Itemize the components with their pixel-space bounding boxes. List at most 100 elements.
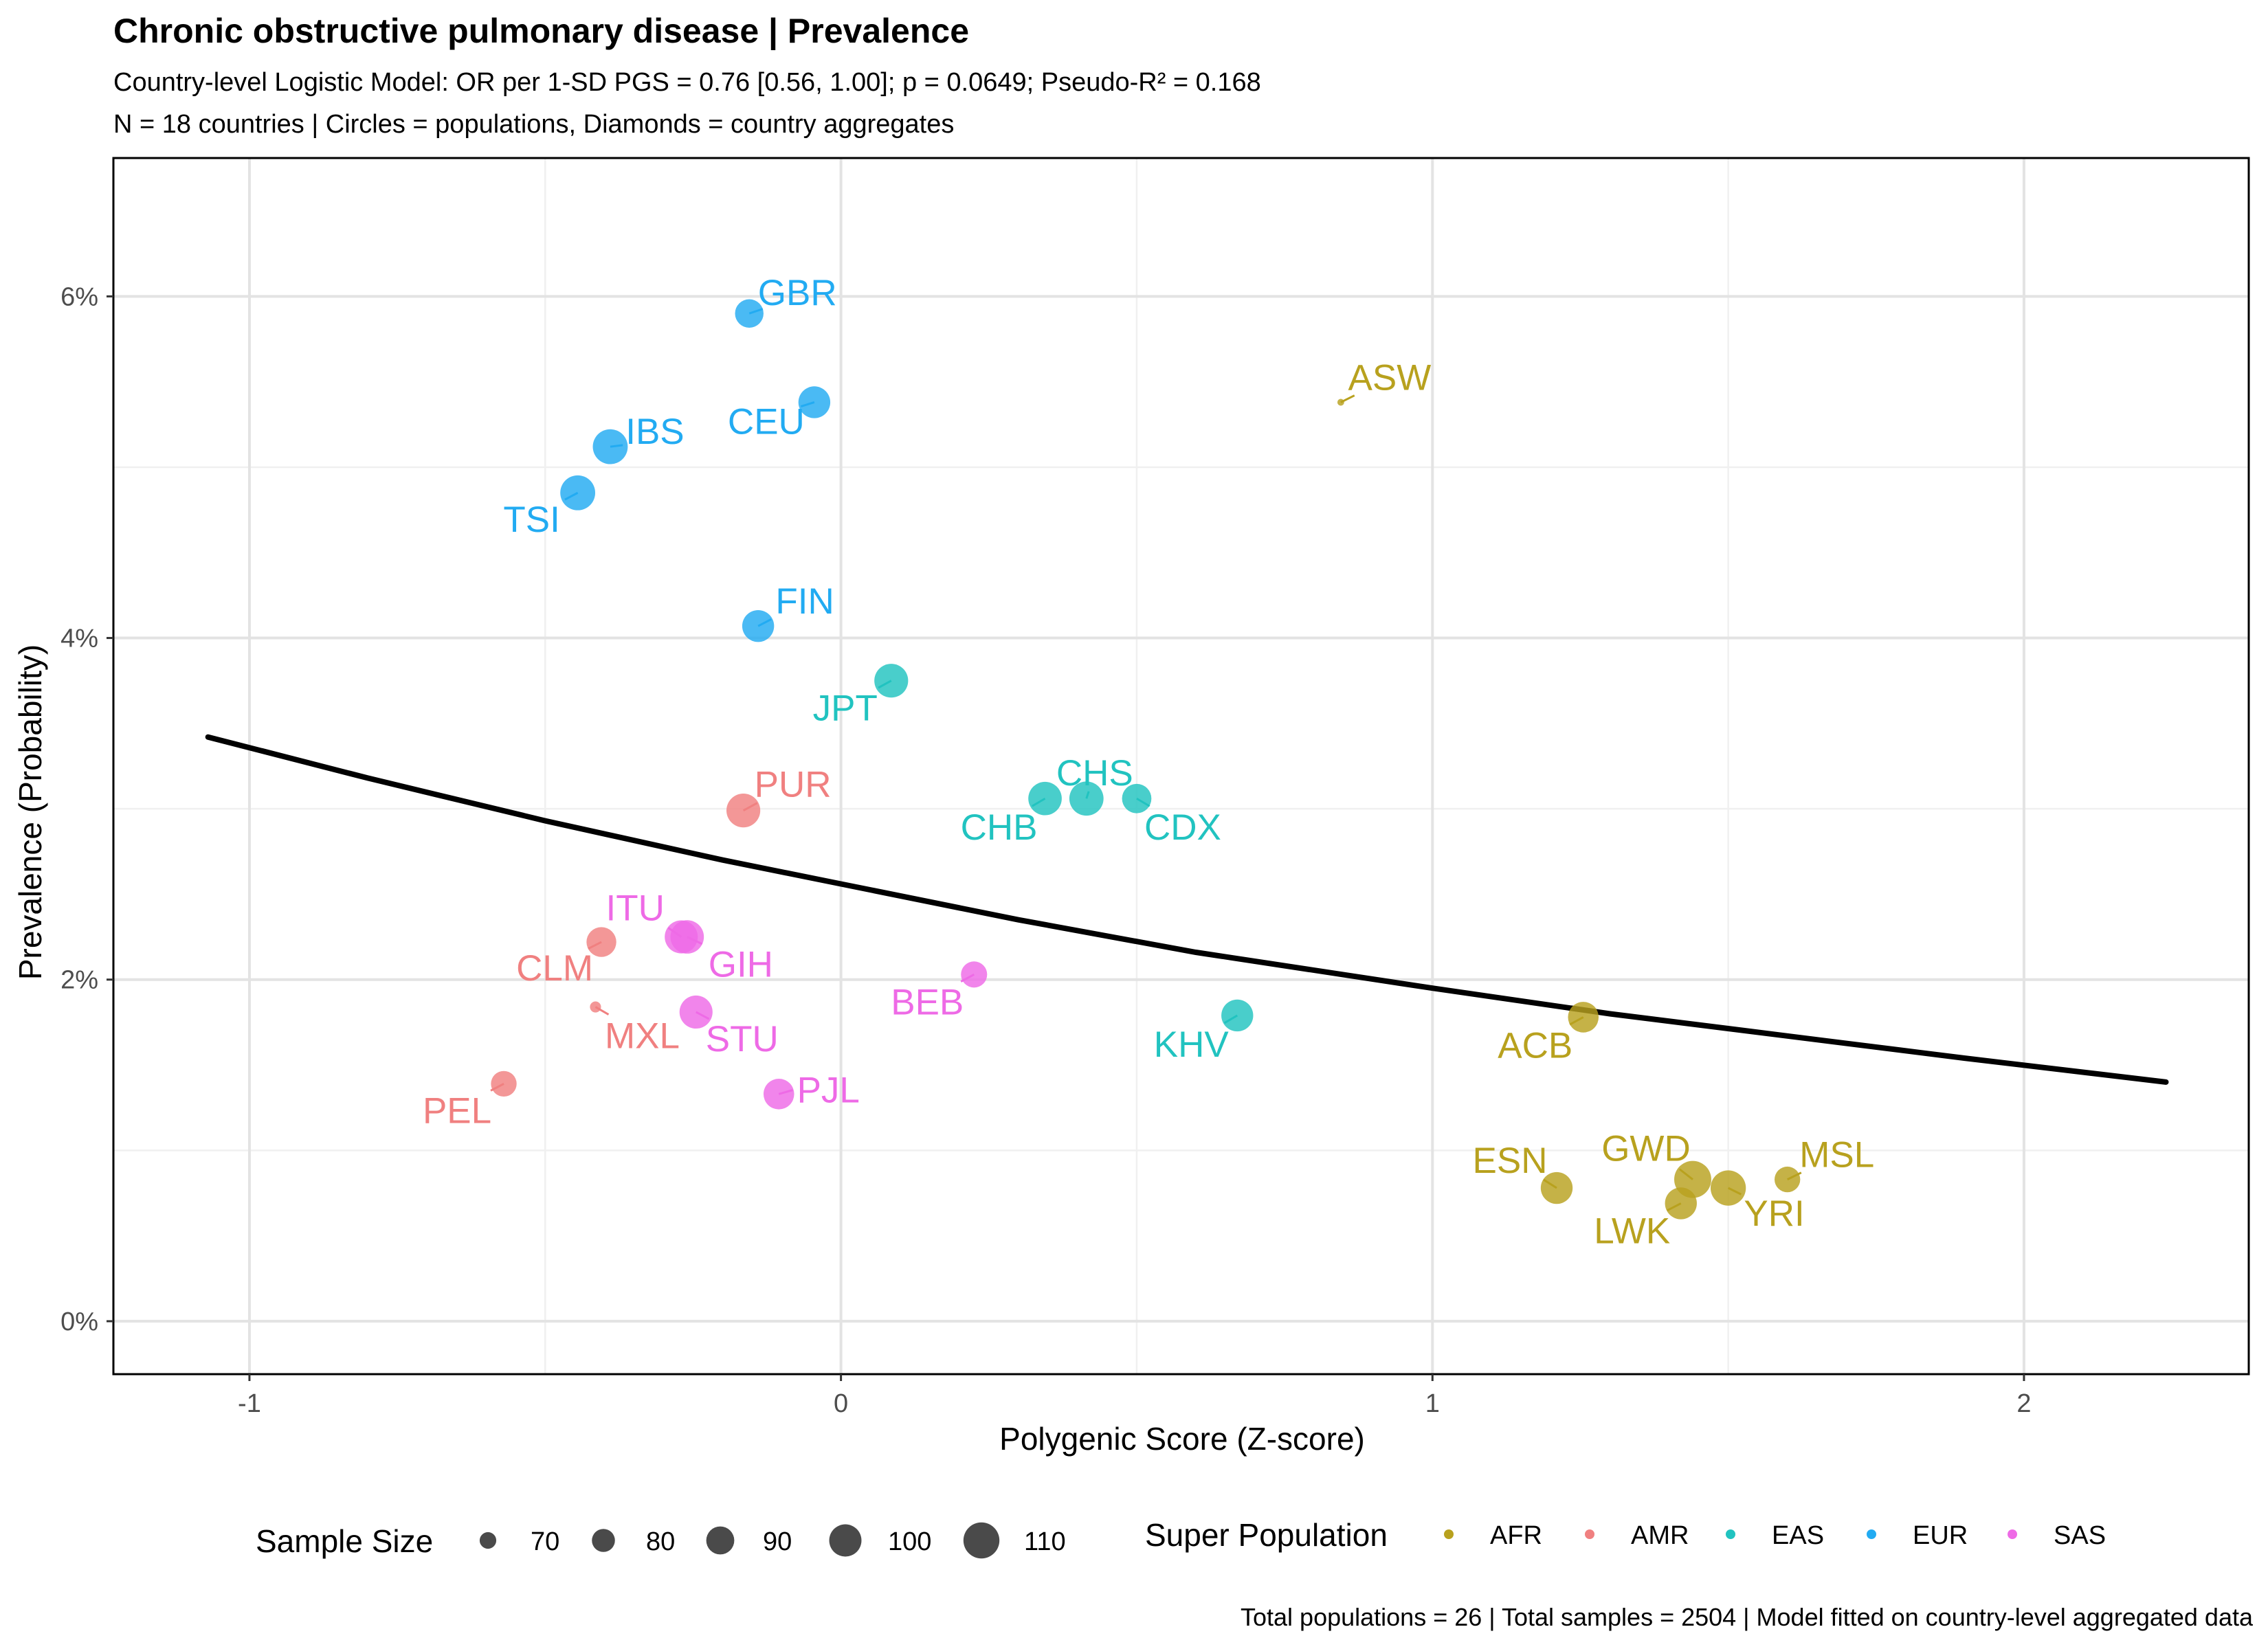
label-leader-gwd: [1679, 1168, 1693, 1180]
legend-size-label-100: 100: [888, 1527, 931, 1556]
legend-size-key-90: [706, 1526, 735, 1555]
legend-label-eur: EUR: [1913, 1521, 1968, 1550]
legend-size-key-80: [592, 1529, 615, 1552]
y-tick-label: 0%: [60, 1308, 98, 1336]
y-tick-label: 4%: [60, 625, 98, 653]
label-leader-pjl: [778, 1089, 793, 1095]
point-label-stu: STU: [706, 1019, 779, 1059]
label-leader-lwk: [1667, 1202, 1682, 1212]
legend-size-label-90: 90: [763, 1527, 792, 1556]
label-leader-pel: [490, 1083, 504, 1092]
label-leader-stu: [696, 1011, 710, 1020]
label-leader-jpt: [878, 680, 892, 689]
point-label-esn: ESN: [1473, 1141, 1548, 1181]
label-leader-ibs: [610, 444, 623, 448]
label-leader-msl: [1787, 1171, 1802, 1180]
fit-line: [205, 734, 2169, 1085]
legend-size-key-100: [829, 1524, 862, 1557]
point-fin: [742, 609, 775, 642]
plot-panel-border: [112, 157, 2250, 1376]
legend-label-sas: SAS: [2054, 1521, 2106, 1550]
label-leader-khv: [1223, 1014, 1238, 1024]
label-leader-itu: [667, 927, 682, 938]
point-label-msl: MSL: [1799, 1135, 1874, 1176]
x-tick-label: 0: [834, 1389, 848, 1418]
label-leader-chs: [1085, 791, 1090, 799]
label-leader-yri: [1727, 1187, 1742, 1196]
point-pur: [726, 794, 761, 828]
legend-sample-size: Sample Size 70 80 90 100 110: [256, 1522, 1066, 1559]
fit-line-group: [205, 734, 2169, 1085]
point-label-beb: BEB: [891, 982, 964, 1022]
legend-key-sas: [2008, 1529, 2017, 1539]
legend-super-population: Super Population AFR AMR EAS EUR SAS: [1145, 1517, 2106, 1553]
point-label-gbr: GBR: [758, 273, 837, 313]
point-label-ibs: IBS: [625, 412, 684, 452]
point-label-khv: KHV: [1154, 1024, 1230, 1065]
legend-label-eas: EAS: [1772, 1521, 1824, 1550]
grid-lines: [113, 158, 2249, 1374]
x-tick-label: -1: [238, 1389, 261, 1418]
label-leader-esn: [1543, 1178, 1557, 1189]
legend-size-label-80: 80: [646, 1527, 675, 1556]
point-label-itu: ITU: [606, 888, 665, 929]
legend-size-key-110: [963, 1522, 1000, 1559]
point-label-acb: ACB: [1498, 1025, 1572, 1066]
chart-title: Chronic obstructive pulmonary disease | …: [113, 12, 969, 51]
legend-key-afr: [1444, 1529, 1454, 1539]
legend-key-eur: [1867, 1529, 1876, 1539]
label-leader-clm: [588, 941, 602, 950]
x-tick-label: 2: [2016, 1389, 2031, 1418]
label-leader-fin: [757, 618, 772, 627]
legend-size-label-110: 110: [1024, 1527, 1066, 1556]
chart-caption: Total populations = 26 | Total samples =…: [1241, 1603, 2254, 1631]
point-label-jpt: JPT: [813, 688, 878, 729]
point-label-tsi: TSI: [503, 500, 559, 540]
label-leader-tsi: [564, 491, 579, 501]
legend-key-eas: [1726, 1529, 1735, 1539]
legend-key-amr: [1585, 1529, 1594, 1539]
y-tick-label: 6%: [60, 282, 98, 311]
point-label-pur: PUR: [755, 765, 832, 805]
x-axis-title: Polygenic Score (Z-score): [999, 1421, 1365, 1457]
label-leader-pur: [742, 802, 758, 811]
point-label-pjl: PJL: [797, 1070, 860, 1110]
legend-size-title: Sample Size: [256, 1523, 433, 1559]
point-label-pel: PEL: [423, 1090, 491, 1131]
point-label-ceu: CEU: [728, 401, 805, 442]
point-label-yri: YRI: [1744, 1193, 1804, 1234]
label-leader-mxl: [594, 1006, 610, 1016]
x-tick-label: 1: [1425, 1389, 1440, 1418]
point-label-gih: GIH: [709, 945, 773, 985]
y-tick-label: 2%: [60, 966, 98, 995]
label-leader-gbr: [748, 308, 764, 315]
legend-size-label-70: 70: [531, 1527, 559, 1556]
point-label-chb: CHB: [961, 807, 1038, 848]
y-axis-ticks: 0% 2% 4% 6%: [60, 282, 113, 1336]
point-label-chs: CHS: [1056, 753, 1133, 794]
label-leader-asw: [1340, 394, 1355, 403]
label-leader-beb: [960, 973, 975, 983]
label-leader-acb: [1569, 1016, 1584, 1026]
point-label-mxl: MXL: [605, 1016, 680, 1057]
legend-label-amr: AMR: [1631, 1521, 1689, 1550]
legend-size-key-70: [479, 1532, 497, 1549]
point-label-lwk: LWK: [1594, 1211, 1670, 1251]
chart-subtitle-line-2: N = 18 countries | Circles = populations…: [113, 110, 954, 139]
label-leader-ceu: [800, 401, 815, 408]
point-label-fin: FIN: [775, 581, 834, 622]
point-label-cdx: CDX: [1144, 807, 1221, 848]
y-axis-title: Prevalence (Probability): [12, 644, 48, 980]
point-label-clm: CLM: [516, 948, 593, 989]
label-leader-chb: [1032, 797, 1046, 807]
point-labels: GBR CEU IBS TSI FIN JPT CHS CHB CDX KHV PUR CLM MXL P…: [423, 273, 1874, 1251]
label-leader-cdx: [1136, 797, 1150, 807]
legend-group-title: Super Population: [1145, 1517, 1388, 1553]
chart-subtitle-line-1: Country-level Logistic Model: OR per 1-S…: [113, 68, 1261, 97]
label-leader-gih: [687, 936, 703, 945]
legend-label-afr: AFR: [1490, 1521, 1542, 1550]
point-label-asw: ASW: [1348, 357, 1432, 398]
data-points: [491, 299, 1801, 1220]
x-axis-ticks: -1 0 1 2: [238, 1374, 2032, 1418]
